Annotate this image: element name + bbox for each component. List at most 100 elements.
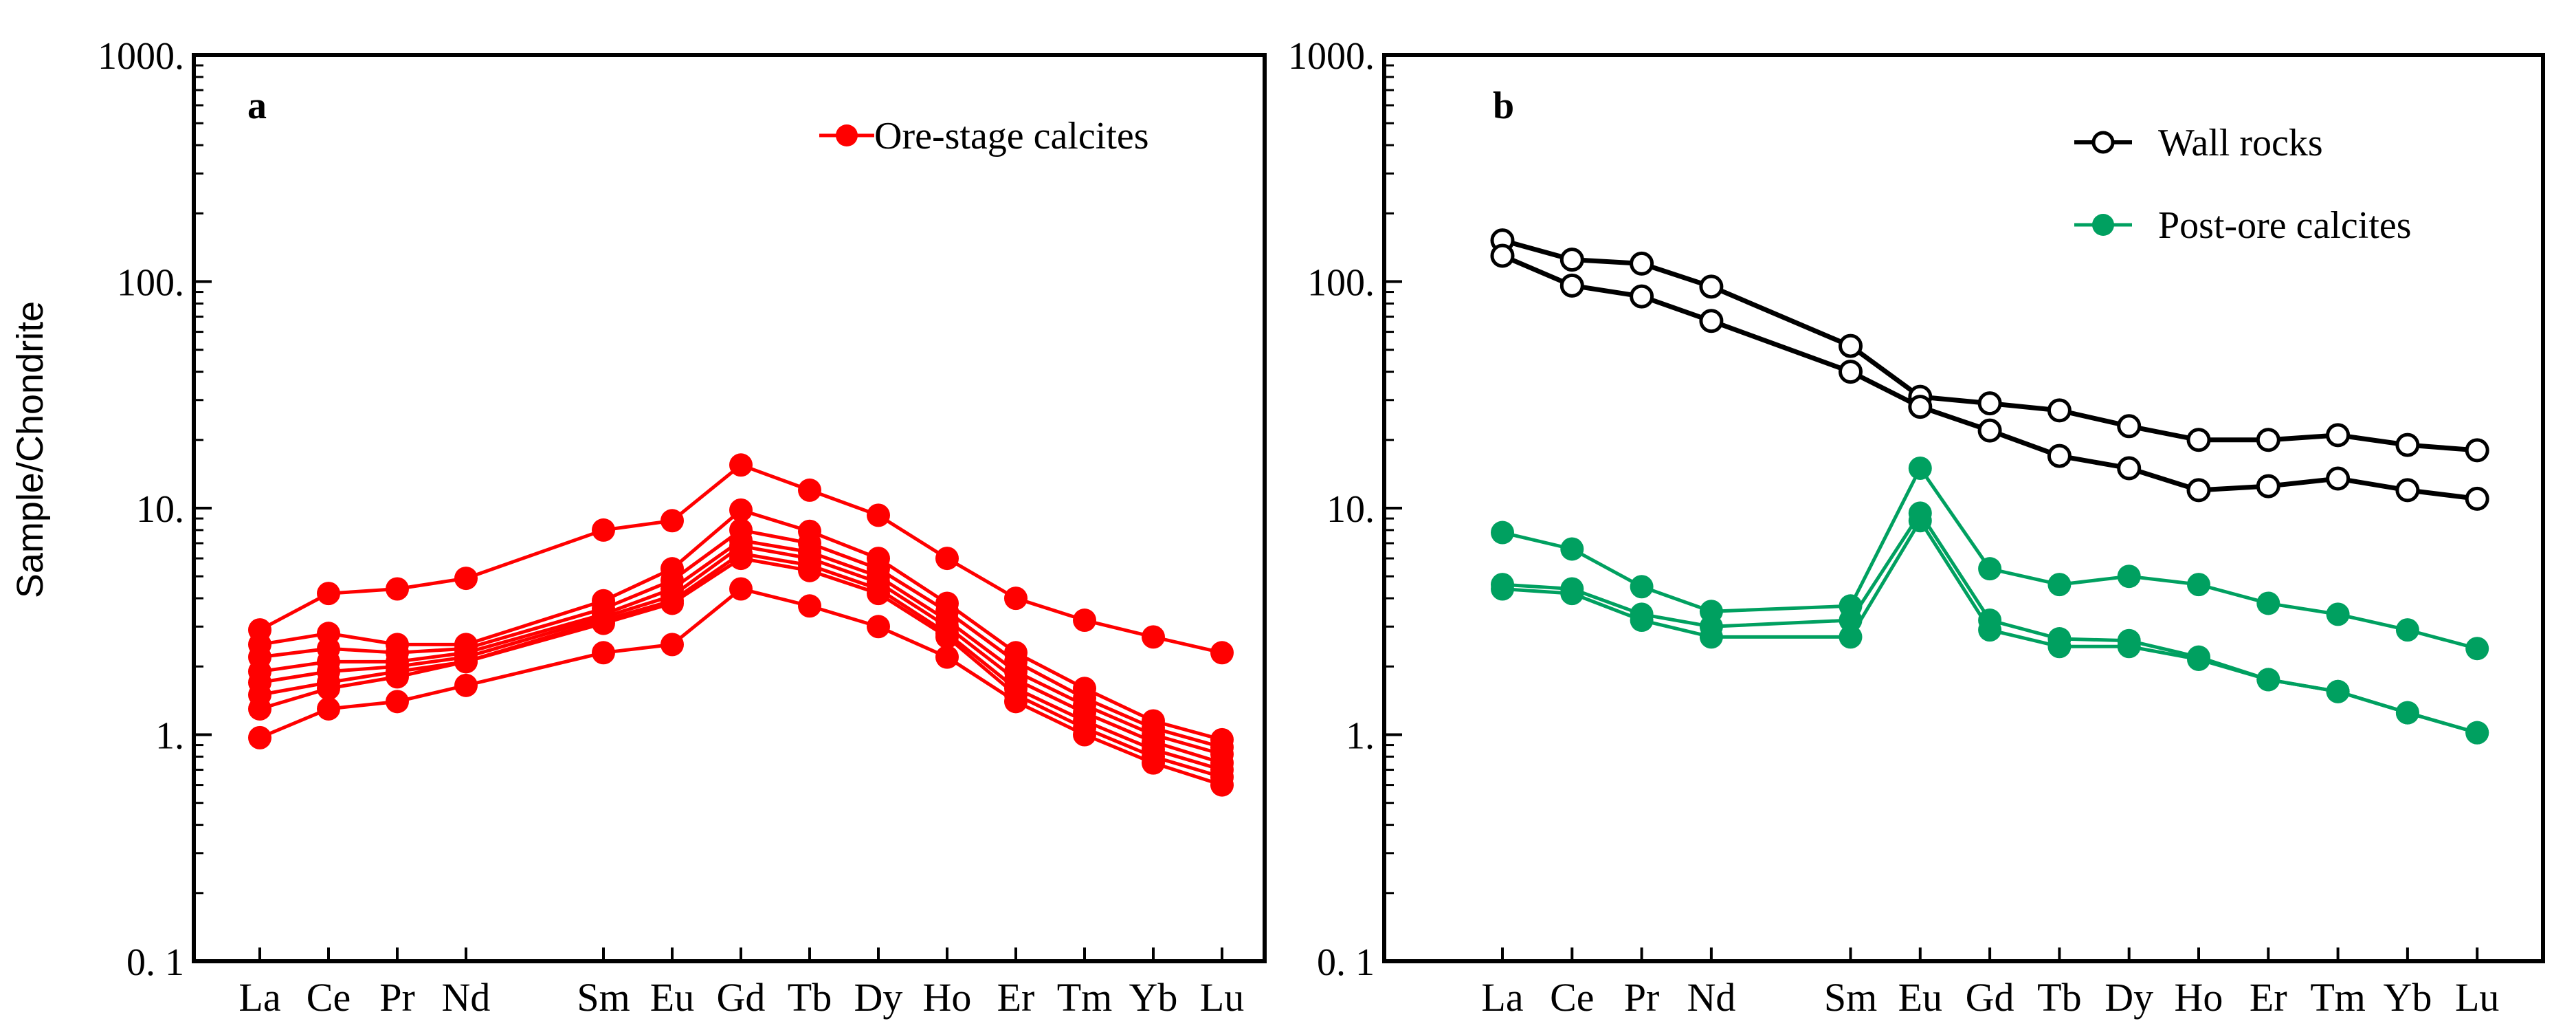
- series-line: [259, 556, 1223, 779]
- y-tick-label: 1000.: [1288, 35, 1375, 78]
- x-tick-label-eu: Eu: [650, 975, 694, 1020]
- x-tick-label-tb: Tb: [788, 975, 832, 1020]
- y-axis-label: Sample/Chondrite: [10, 301, 51, 598]
- legend-item: Wall rocks: [2074, 122, 2323, 164]
- x-tick-label-nd: Nd: [1687, 975, 1735, 1020]
- data-point: [1630, 251, 1654, 276]
- data-point: [2465, 438, 2489, 463]
- data-point: [798, 558, 821, 582]
- series-1: [248, 453, 1234, 665]
- data-point: [729, 453, 753, 477]
- panel-a: 0. 1 1. 10. 100. 1000. La Ce Pr Nd Sm Eu Gd Tb Dy Ho Er…: [98, 35, 1267, 1020]
- data-point: [454, 567, 478, 591]
- data-point: [867, 582, 890, 606]
- data-point: [1978, 618, 2002, 642]
- data-point: [729, 547, 753, 571]
- data-point: [2256, 591, 2280, 615]
- series-line: [1502, 518, 2478, 735]
- data-point: [2326, 423, 2351, 448]
- data-point: [454, 650, 478, 674]
- x-tick-label-la: La: [1481, 975, 1523, 1020]
- data-point: [2187, 647, 2210, 671]
- legend-swatch-marker: [836, 124, 858, 146]
- legend-label: Wall rocks: [2158, 122, 2323, 164]
- data-point: [2256, 668, 2280, 692]
- data-point: [2187, 573, 2210, 597]
- data-point: [317, 582, 340, 606]
- x-tick-label-dy: Dy: [854, 975, 903, 1020]
- series-3: [1491, 456, 2489, 661]
- legend: Wall rocks Post-ore calcites: [2074, 122, 2412, 247]
- series-line: [1502, 466, 2478, 650]
- data-point: [1978, 557, 2002, 581]
- legend-item: Post-ore calcites: [2074, 204, 2412, 247]
- x-tick-label-gd: Gd: [717, 975, 766, 1020]
- data-point: [2465, 637, 2489, 661]
- data-point: [2395, 432, 2420, 457]
- data-point: [1839, 333, 1863, 358]
- data-point: [2117, 456, 2142, 481]
- data-point: [1630, 609, 1654, 633]
- data-point: [2186, 428, 2211, 452]
- y-tick-label: 100.: [1307, 262, 1375, 305]
- y-tick-label: 10.: [136, 488, 184, 531]
- data-point: [1559, 273, 1584, 298]
- data-point: [1210, 641, 1234, 665]
- legend-label: Post-ore calcites: [2158, 204, 2412, 247]
- y-tick-label: 1.: [1346, 715, 1375, 758]
- panel-letter: a: [247, 85, 267, 127]
- data-point: [386, 690, 409, 714]
- data-point: [798, 478, 821, 502]
- data-point: [867, 615, 890, 639]
- data-point: [1699, 309, 1724, 333]
- data-point: [1839, 360, 1863, 384]
- x-tick-label-sm: Sm: [577, 975, 630, 1020]
- y-tick-label: 1.: [155, 715, 184, 758]
- series-2: [1490, 243, 2489, 511]
- data-point: [2326, 679, 2350, 703]
- x-tick-label-la: La: [238, 975, 280, 1020]
- x-tick-label-lu: Lu: [1200, 975, 1244, 1020]
- data-point: [317, 677, 340, 701]
- data-point: [660, 591, 684, 615]
- data-point: [2186, 478, 2211, 503]
- data-point: [1559, 248, 1584, 272]
- series-1: [1490, 228, 2489, 463]
- data-point: [2395, 478, 2420, 503]
- y-tick-label: 0. 1: [126, 941, 184, 984]
- data-point: [1630, 284, 1654, 309]
- data-point: [592, 518, 615, 542]
- data-point: [386, 577, 409, 601]
- data-point: [1491, 521, 1514, 545]
- series-5: [1491, 509, 2489, 745]
- data-point: [2465, 486, 2489, 511]
- panel-b: 0. 1 1. 10. 100. 1000. La Ce Pr Nd Sm Eu Gd Tb Dy Ho Er…: [1288, 35, 2545, 1020]
- data-point: [1560, 537, 1584, 561]
- data-point: [1073, 609, 1096, 633]
- data-point: [1699, 274, 1724, 299]
- x-tick-label-ho: Ho: [923, 975, 972, 1020]
- x-tick-label-ce: Ce: [307, 975, 351, 1020]
- x-tick-label-ce: Ce: [1550, 975, 1594, 1020]
- data-point: [1142, 625, 1165, 649]
- data-point: [317, 697, 340, 721]
- data-point: [2047, 635, 2072, 659]
- x-tick-label-tm: Tm: [1057, 975, 1113, 1020]
- data-point: [1210, 773, 1234, 797]
- data-point: [1839, 625, 1863, 649]
- data-point: [1699, 625, 1723, 649]
- legend-swatch-marker: [2092, 214, 2114, 236]
- x-tick-label-ho: Ho: [2175, 975, 2223, 1020]
- data-point: [2117, 414, 2142, 439]
- x-tick-label-tb: Tb: [2037, 975, 2081, 1020]
- data-point: [2395, 701, 2419, 725]
- data-point: [798, 594, 821, 618]
- data-point: [867, 503, 890, 527]
- data-point: [592, 611, 615, 635]
- x-tick-label-er: Er: [2250, 975, 2287, 1020]
- data-point: [935, 547, 959, 571]
- data-point: [1630, 575, 1654, 599]
- data-point: [1490, 243, 1515, 268]
- data-point: [1908, 395, 1933, 419]
- data-point: [2117, 635, 2141, 659]
